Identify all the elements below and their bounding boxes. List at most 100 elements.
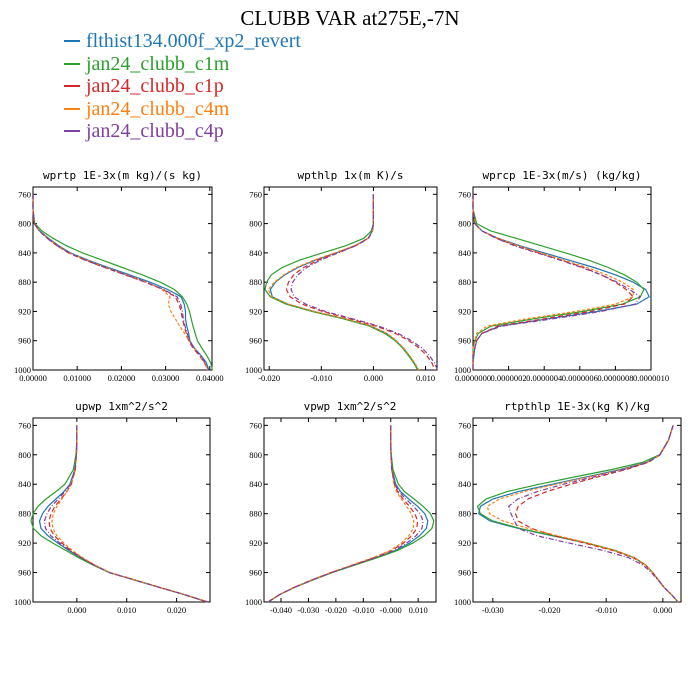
x-tick-label: -0.010 xyxy=(595,605,617,615)
x-tick-label: 0.020 xyxy=(167,605,186,615)
legend-item: jan24_clubb_c4m xyxy=(64,98,301,121)
series-line xyxy=(32,194,209,371)
legend-label: jan24_clubb_c1p xyxy=(86,75,224,97)
x-tick-label: -0.000 xyxy=(380,605,402,615)
y-tick-label: 1000 xyxy=(454,365,471,375)
chart-title: wprcp 1E-3x(m/s) (kg/kg) xyxy=(483,169,642,182)
y-tick-label: 800 xyxy=(458,219,471,229)
y-tick-label: 960 xyxy=(249,568,262,578)
series-line xyxy=(267,425,419,603)
x-tick-label: 0.0000004 xyxy=(526,373,563,383)
y-tick-label: 840 xyxy=(18,479,31,489)
chart-title: wpthlp 1x(m K)/s xyxy=(298,169,404,182)
legend-label: flthist134.000f_xp2_revert xyxy=(86,30,301,52)
x-tick-label: -0.020 xyxy=(325,605,347,615)
y-tick-label: 880 xyxy=(18,509,31,519)
x-tick-label: -0.030 xyxy=(482,605,504,615)
series-line xyxy=(43,425,208,603)
y-tick-label: 840 xyxy=(249,479,262,489)
y-tick-label: 840 xyxy=(18,248,31,258)
y-tick-label: 880 xyxy=(458,509,471,519)
x-tick-label: -0.010 xyxy=(352,605,374,615)
x-tick-label: -0.010 xyxy=(310,373,332,383)
x-tick-label: 0.0000000 xyxy=(455,373,491,383)
series-line xyxy=(472,194,642,370)
x-tick-label: 0.010 xyxy=(117,605,136,615)
series-line xyxy=(32,194,210,371)
legend-swatch xyxy=(64,130,80,133)
page-title: CLUBB VAR at275E,-7N xyxy=(240,6,460,30)
plot-frame xyxy=(32,417,211,603)
y-tick-label: 800 xyxy=(458,450,471,460)
series-line xyxy=(290,194,439,371)
x-tick-label: -0.020 xyxy=(258,373,280,383)
y-tick-label: 840 xyxy=(249,248,262,258)
plot-frame xyxy=(472,417,682,603)
chart-title: upwp 1xm^2/s^2 xyxy=(75,400,168,413)
y-tick-label: 880 xyxy=(249,509,262,519)
y-tick-label: 1000 xyxy=(14,365,31,375)
y-tick-label: 840 xyxy=(458,479,471,489)
y-tick-label: 920 xyxy=(249,306,262,316)
series-line xyxy=(486,425,679,603)
x-tick-label: 0.010 xyxy=(416,373,435,383)
y-tick-label: 1000 xyxy=(245,365,262,375)
legend-item: jan24_clubb_c1m xyxy=(64,53,301,76)
series-line xyxy=(267,194,420,371)
series-line xyxy=(476,425,679,603)
plot-frame xyxy=(472,186,652,371)
y-tick-label: 760 xyxy=(18,420,31,430)
series-line xyxy=(267,425,435,603)
series-line xyxy=(472,194,635,370)
y-tick-label: 920 xyxy=(458,306,471,316)
x-tick-label: 0.000 xyxy=(67,605,86,615)
y-tick-label: 960 xyxy=(249,336,262,346)
series-line xyxy=(51,425,209,603)
x-tick-label: 0.000 xyxy=(653,605,672,615)
legend-swatch xyxy=(64,107,80,110)
y-tick-label: 920 xyxy=(458,538,471,548)
series-line xyxy=(285,194,436,371)
y-tick-label: 760 xyxy=(458,420,471,430)
legend-label: jan24_clubb_c4m xyxy=(86,97,230,120)
x-tick-label: 0.0000008 xyxy=(597,373,633,383)
y-tick-label: 760 xyxy=(18,189,31,199)
legend: flthist134.000f_xp2_revert jan24_clubb_c… xyxy=(64,30,301,143)
y-tick-label: 760 xyxy=(249,189,262,199)
series-line xyxy=(267,425,429,603)
series-line xyxy=(32,194,209,371)
x-tick-label: 0.01000 xyxy=(63,373,91,383)
series-line xyxy=(508,425,679,603)
y-tick-label: 760 xyxy=(458,189,471,199)
legend-item: jan24_clubb_c1p xyxy=(64,75,301,98)
y-tick-label: 960 xyxy=(18,336,31,346)
series-line xyxy=(32,194,210,371)
y-tick-label: 960 xyxy=(458,568,471,578)
y-tick-label: 880 xyxy=(249,277,262,287)
legend-swatch xyxy=(64,40,80,43)
y-tick-label: 920 xyxy=(249,538,262,548)
x-tick-label: -0.030 xyxy=(297,605,319,615)
legend-label: jan24_clubb_c4p xyxy=(86,120,224,142)
plot-frame xyxy=(263,417,437,603)
plot-frame xyxy=(263,186,438,371)
legend-swatch xyxy=(64,62,80,65)
x-tick-label: 0.0000010 xyxy=(633,373,669,383)
x-tick-label: 0.0000006 xyxy=(562,373,598,383)
y-tick-label: 1000 xyxy=(454,597,471,607)
series-line xyxy=(472,194,634,370)
x-tick-label: 0.00000 xyxy=(19,373,47,383)
x-tick-label: -0.040 xyxy=(270,605,292,615)
x-tick-label: 0.010 xyxy=(409,605,428,615)
y-tick-label: 800 xyxy=(249,450,262,460)
legend-item: flthist134.000f_xp2_revert xyxy=(64,30,301,53)
series-line xyxy=(267,425,415,603)
chart-title: vpwp 1xm^2/s^2 xyxy=(304,400,397,413)
y-tick-label: 760 xyxy=(249,420,262,430)
series-line xyxy=(264,194,419,371)
y-tick-label: 880 xyxy=(458,277,471,287)
y-tick-label: 840 xyxy=(458,248,471,258)
x-tick-label: 0.0000002 xyxy=(491,373,527,383)
series-line xyxy=(32,194,213,371)
plot-frame xyxy=(32,186,213,371)
